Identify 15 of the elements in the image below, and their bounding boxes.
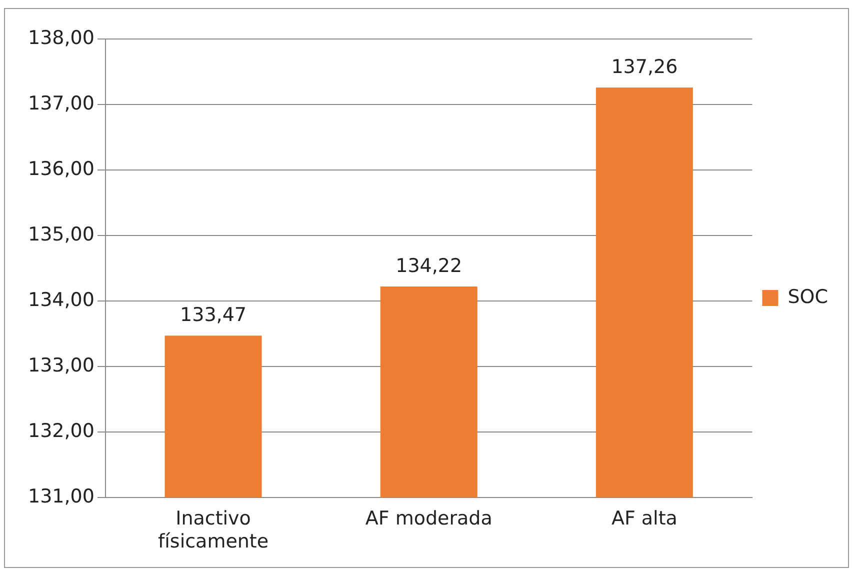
y-tick-label: 137,00 [28, 92, 94, 114]
data-label: 133,47 [180, 304, 247, 326]
y-tick-label: 134,00 [28, 288, 94, 311]
legend-label: SOC [788, 286, 828, 308]
x-tick-label: Inactivo físicamente [158, 508, 269, 553]
y-tick-label: 135,00 [28, 223, 94, 246]
x-tick-label: AF alta [611, 508, 678, 530]
y-tick-label: 131,00 [28, 485, 94, 508]
y-tick-label: 136,00 [28, 158, 94, 180]
data-label: 134,22 [396, 254, 462, 277]
y-tick-label: 132,00 [28, 420, 94, 442]
x-tick-label: AF moderada [365, 508, 492, 530]
data-label: 137,26 [611, 56, 678, 78]
y-tick-label: 133,00 [28, 354, 94, 376]
y-tick-label: 138,00 [28, 26, 94, 49]
